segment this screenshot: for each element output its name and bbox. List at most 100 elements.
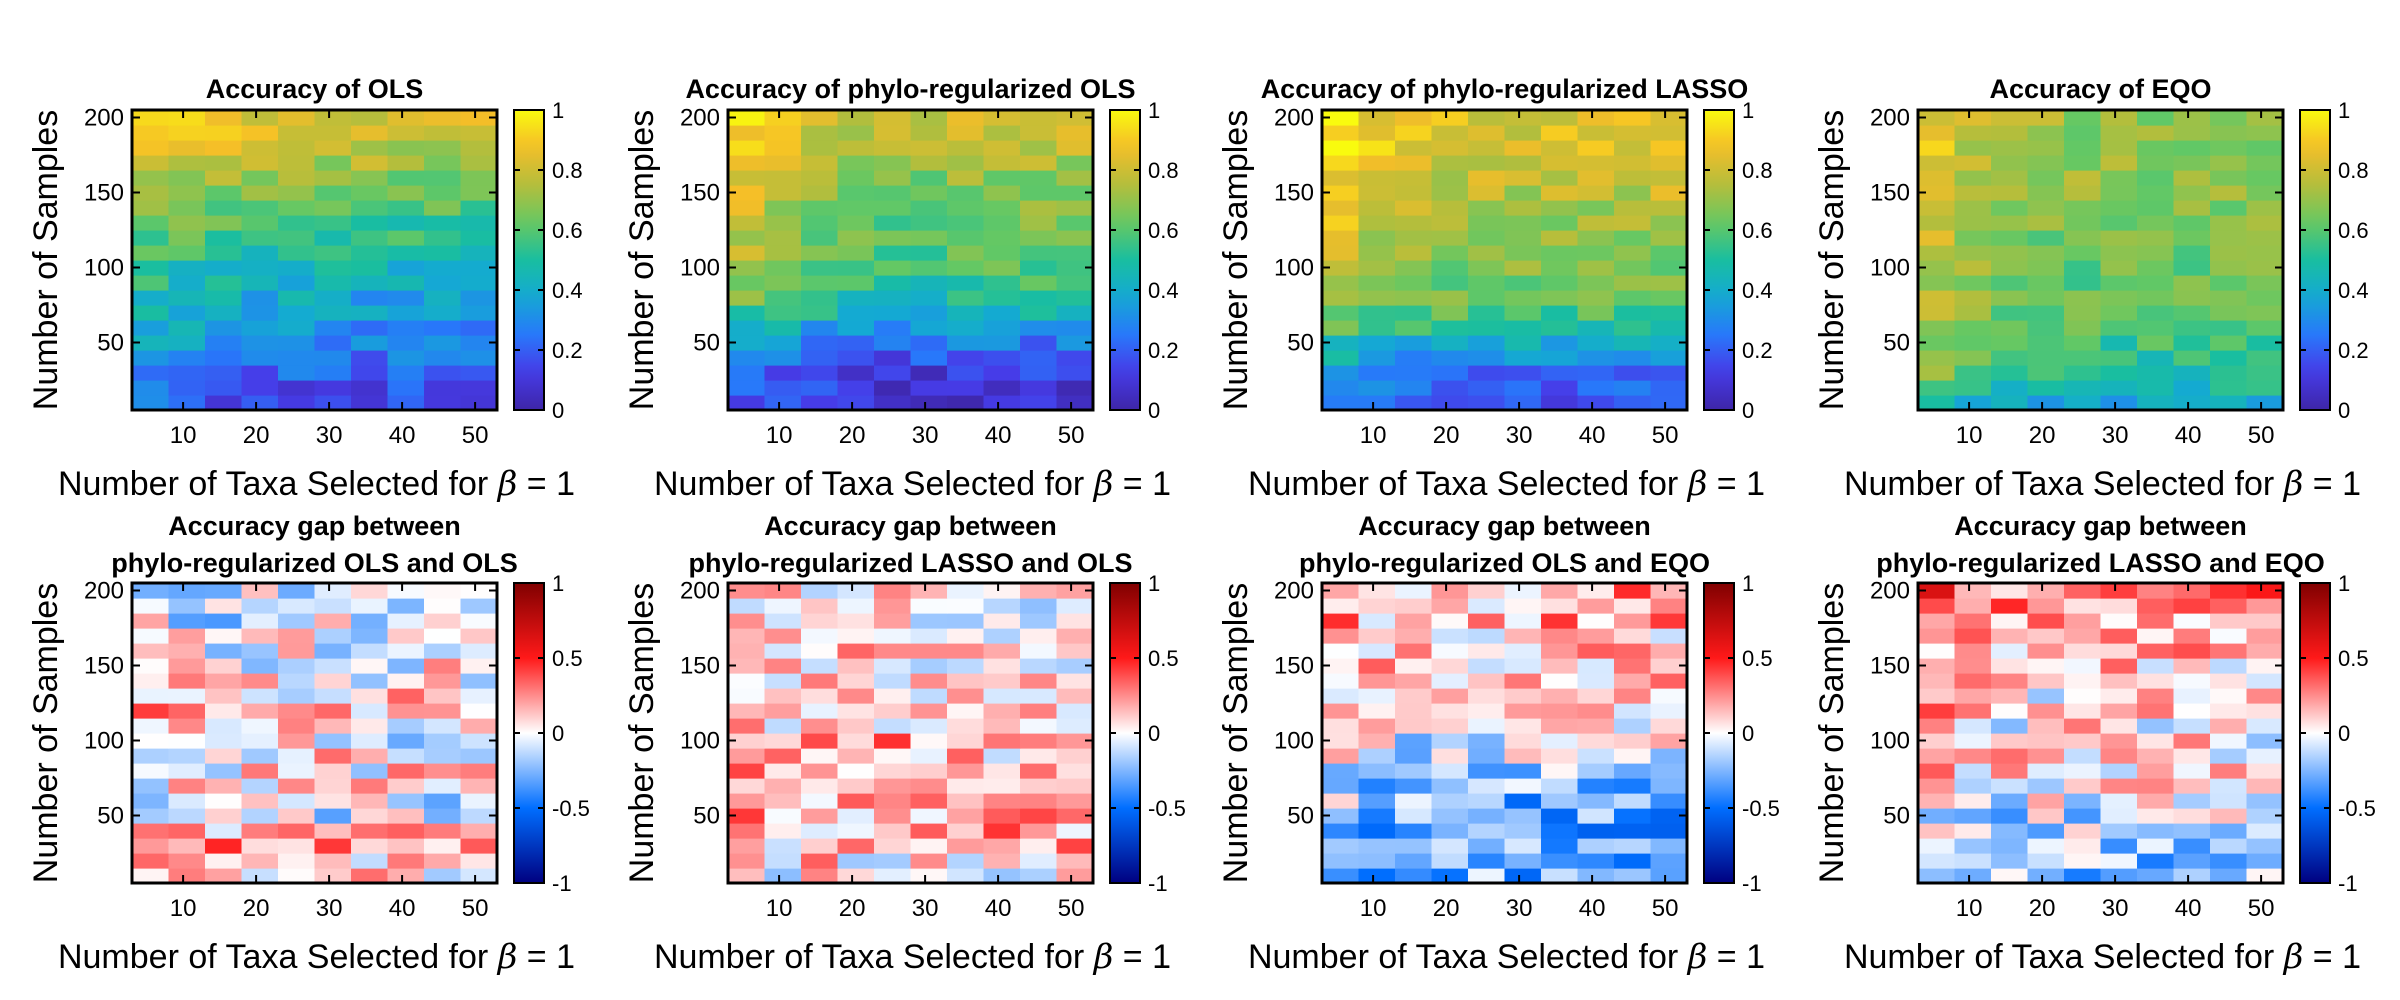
heatmap-cell [387,125,425,141]
heatmap-cell [1991,335,2029,351]
heatmap-cell [351,245,389,261]
heatmap-cell [1504,718,1542,734]
heatmap-cell [1020,395,1058,411]
colorbar-tick-label: 0.4 [1148,278,1179,303]
heatmap-cell [1954,628,1992,644]
heatmap-cell [2210,793,2248,809]
heatmap-cell [874,643,912,659]
heatmap-cell [874,185,912,201]
heatmap-cell [424,155,462,171]
heatmap-cell [1954,110,1992,126]
heatmap-cell [1358,673,1396,689]
x-axis-label-tail: = 1 [1707,465,1765,503]
heatmap-cell [2210,365,2248,381]
heatmap-cell [764,140,802,156]
heatmap-cell [1322,260,1360,276]
heatmap-cell [1020,140,1058,156]
x-tick-label: 30 [912,422,939,449]
heatmap-cell [2027,110,2065,126]
heatmap-cell [1541,365,1579,381]
heatmap-cell [1358,110,1396,126]
heatmap-cell [1541,125,1579,141]
heatmap-cell [241,305,279,321]
heatmap-cell [801,703,839,719]
x-tick-label: 10 [170,895,197,922]
heatmap-cell [387,335,425,351]
heatmap-cell [1395,110,1433,126]
heatmap-cell [1431,613,1469,629]
heatmap-cell [460,718,498,734]
heatmap-cell [947,350,985,366]
heatmap-cell [1056,140,1094,156]
heatmap-cell [1395,395,1433,411]
heatmap-cell [2173,853,2211,869]
chart-title: Accuracy of phylo-regularized LASSO [1261,74,1749,104]
heatmap-cell [424,733,462,749]
heatmap-cell [837,793,875,809]
heatmap-cell [1614,823,1652,839]
x-tick-label: 50 [1058,422,1085,449]
colorbar-tick-label: -0.5 [1148,796,1186,821]
heatmap-cell [387,140,425,156]
heatmap-cell [2210,335,2248,351]
heatmap-cell [1504,380,1542,396]
heatmap-cell [1991,748,2029,764]
chart-title: phylo-regularized OLS and OLS [111,548,518,578]
y-tick-label: 50 [1287,330,1314,357]
colorbar-tick-label: 0.8 [2338,158,2369,183]
heatmap-cell [241,598,279,614]
heatmap-cell [764,230,802,246]
heatmap-cell [314,868,352,884]
heatmap-cell [801,110,839,126]
heatmap-cell [2064,793,2102,809]
heatmap-cell [947,380,985,396]
heatmap-cell [278,868,316,884]
heatmap-cell [2027,583,2065,599]
heatmap-cell [801,763,839,779]
heatmap-cell [241,703,279,719]
heatmap-cell [351,583,389,599]
heatmap-cell [1577,110,1615,126]
heatmap-cell [1918,215,1956,231]
heatmap-cell [1954,170,1992,186]
heatmap-cell [874,733,912,749]
colorbar-tick-label: 0.6 [1148,218,1179,243]
heatmap-cell [314,260,352,276]
heatmap-cell [314,125,352,141]
heatmap-cell [278,613,316,629]
x-tick-label: 20 [243,895,270,922]
heatmap-cell [1954,245,1992,261]
heatmap-cell [728,868,766,884]
axes-frame [130,108,499,412]
heatmap-cell [1541,170,1579,186]
heatmap-cell [1020,838,1058,854]
heatmap-cell [314,808,352,824]
heatmap-cell [874,748,912,764]
heatmap-cell [351,868,389,884]
heatmap-cells [132,110,498,411]
heatmap-cell [278,808,316,824]
heatmap-cell [1614,110,1652,126]
x-tick-label: 30 [2102,422,2129,449]
heatmap-cell [241,140,279,156]
heatmap-cell [1954,838,1992,854]
heatmap-cell [947,395,985,411]
heatmap-cell [1431,110,1469,126]
heatmap-cell [1504,110,1542,126]
heatmap-cell [1614,703,1652,719]
heatmap-cell [1650,823,1688,839]
heatmap-cell [1954,350,1992,366]
heatmap-cell [387,290,425,306]
heatmap-cell [1020,290,1058,306]
chart-title: Accuracy of EQO [1989,74,2211,104]
heatmap-cell [2246,598,2284,614]
heatmap-cell [314,110,352,126]
heatmap-cell [1954,290,1992,306]
heatmap-cell [241,763,279,779]
heatmap-cell [314,598,352,614]
heatmap-cell [1650,718,1688,734]
heatmap-cell [278,733,316,749]
heatmap-cell [168,778,206,794]
heatmap-cell [241,395,279,411]
heatmap-cell [1468,140,1506,156]
